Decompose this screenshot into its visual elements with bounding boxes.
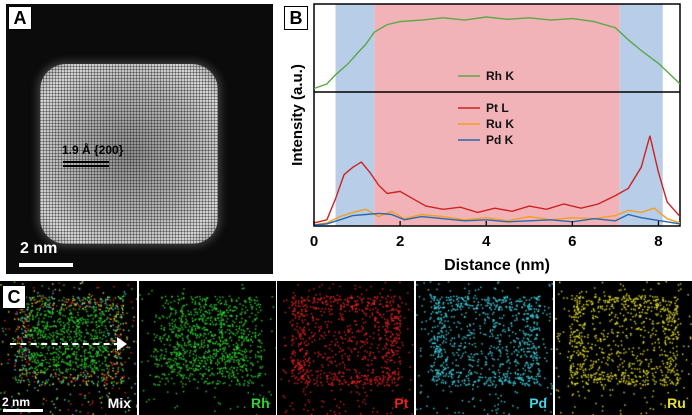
- x-axis-label: Distance (nm): [444, 257, 550, 274]
- map-signal: [138, 281, 276, 415]
- line-scan-arrow: [10, 343, 120, 345]
- x-tick-label: 6: [568, 233, 576, 250]
- elemental-map-pd: Pd: [416, 281, 554, 415]
- series-line-rh-k: [313, 16, 681, 90]
- map-label-ru: Ru: [667, 395, 686, 411]
- panel-a-label: A: [8, 6, 32, 30]
- stem-image-panel: A 1.9 Å {200} 2 nm: [6, 4, 273, 274]
- legend-label: Rh K: [486, 69, 514, 83]
- series-line-pd-k: [313, 212, 681, 226]
- lattice-marker-line: [63, 161, 109, 163]
- scalebar-label: 2 nm: [20, 240, 58, 257]
- plot-frame: [313, 3, 681, 227]
- legend-label: Pt L: [486, 101, 509, 115]
- x-tick-label: 8: [654, 233, 662, 250]
- shaded-region: [374, 4, 620, 226]
- series-line-ru-k: [313, 207, 681, 226]
- legend-label: Ru K: [486, 117, 514, 131]
- map-signal: [416, 281, 554, 415]
- panel-c-label: C: [2, 285, 26, 309]
- shaded-region: [335, 4, 375, 226]
- y-axis-label: Intensity (a.u.): [289, 64, 306, 166]
- map-label-mix: Mix: [107, 395, 131, 411]
- elemental-map-rh: Rh: [138, 281, 276, 415]
- x-tick-label: 0: [310, 233, 318, 250]
- map-label-pt: Pt: [394, 395, 409, 411]
- map-scalebar-label: 2 nm: [2, 395, 31, 409]
- x-tick-label: 4: [482, 233, 491, 250]
- elemental-maps-panel: Mix C 2 nm Rh Pt Pd Ru: [0, 281, 692, 415]
- elemental-map-pt: Pt: [277, 281, 415, 415]
- line-scan-arrow-head: [117, 337, 127, 351]
- scalebar: [19, 263, 73, 267]
- map-signal: [277, 281, 415, 415]
- map-scalebar: [3, 409, 43, 412]
- nanocrystal-image: [40, 64, 218, 244]
- line-scan-chart: Rh K Pt L Ru K Pd K 0 2 4 6 8 Distance (nm) Intens…: [289, 3, 681, 274]
- series-line-pt-l: [313, 135, 681, 224]
- elemental-map-mix: Mix C 2 nm: [0, 281, 137, 415]
- map-signal: [554, 281, 692, 415]
- map-label-pd: Pd: [529, 395, 548, 411]
- lattice-spacing-label: 1.9 Å {200}: [62, 143, 124, 157]
- line-scan-chart-panel: Rh K Pt L Ru K Pd K 0 2 4 6 8 Distance (nm) Intens…: [278, 0, 692, 280]
- x-tick-label: 2: [396, 233, 404, 250]
- elemental-map-ru: Ru: [554, 281, 692, 415]
- map-label-rh: Rh: [251, 395, 270, 411]
- panel-b-label: B: [284, 6, 308, 30]
- lattice-marker-line: [63, 165, 109, 167]
- legend-label: Pd K: [486, 133, 514, 147]
